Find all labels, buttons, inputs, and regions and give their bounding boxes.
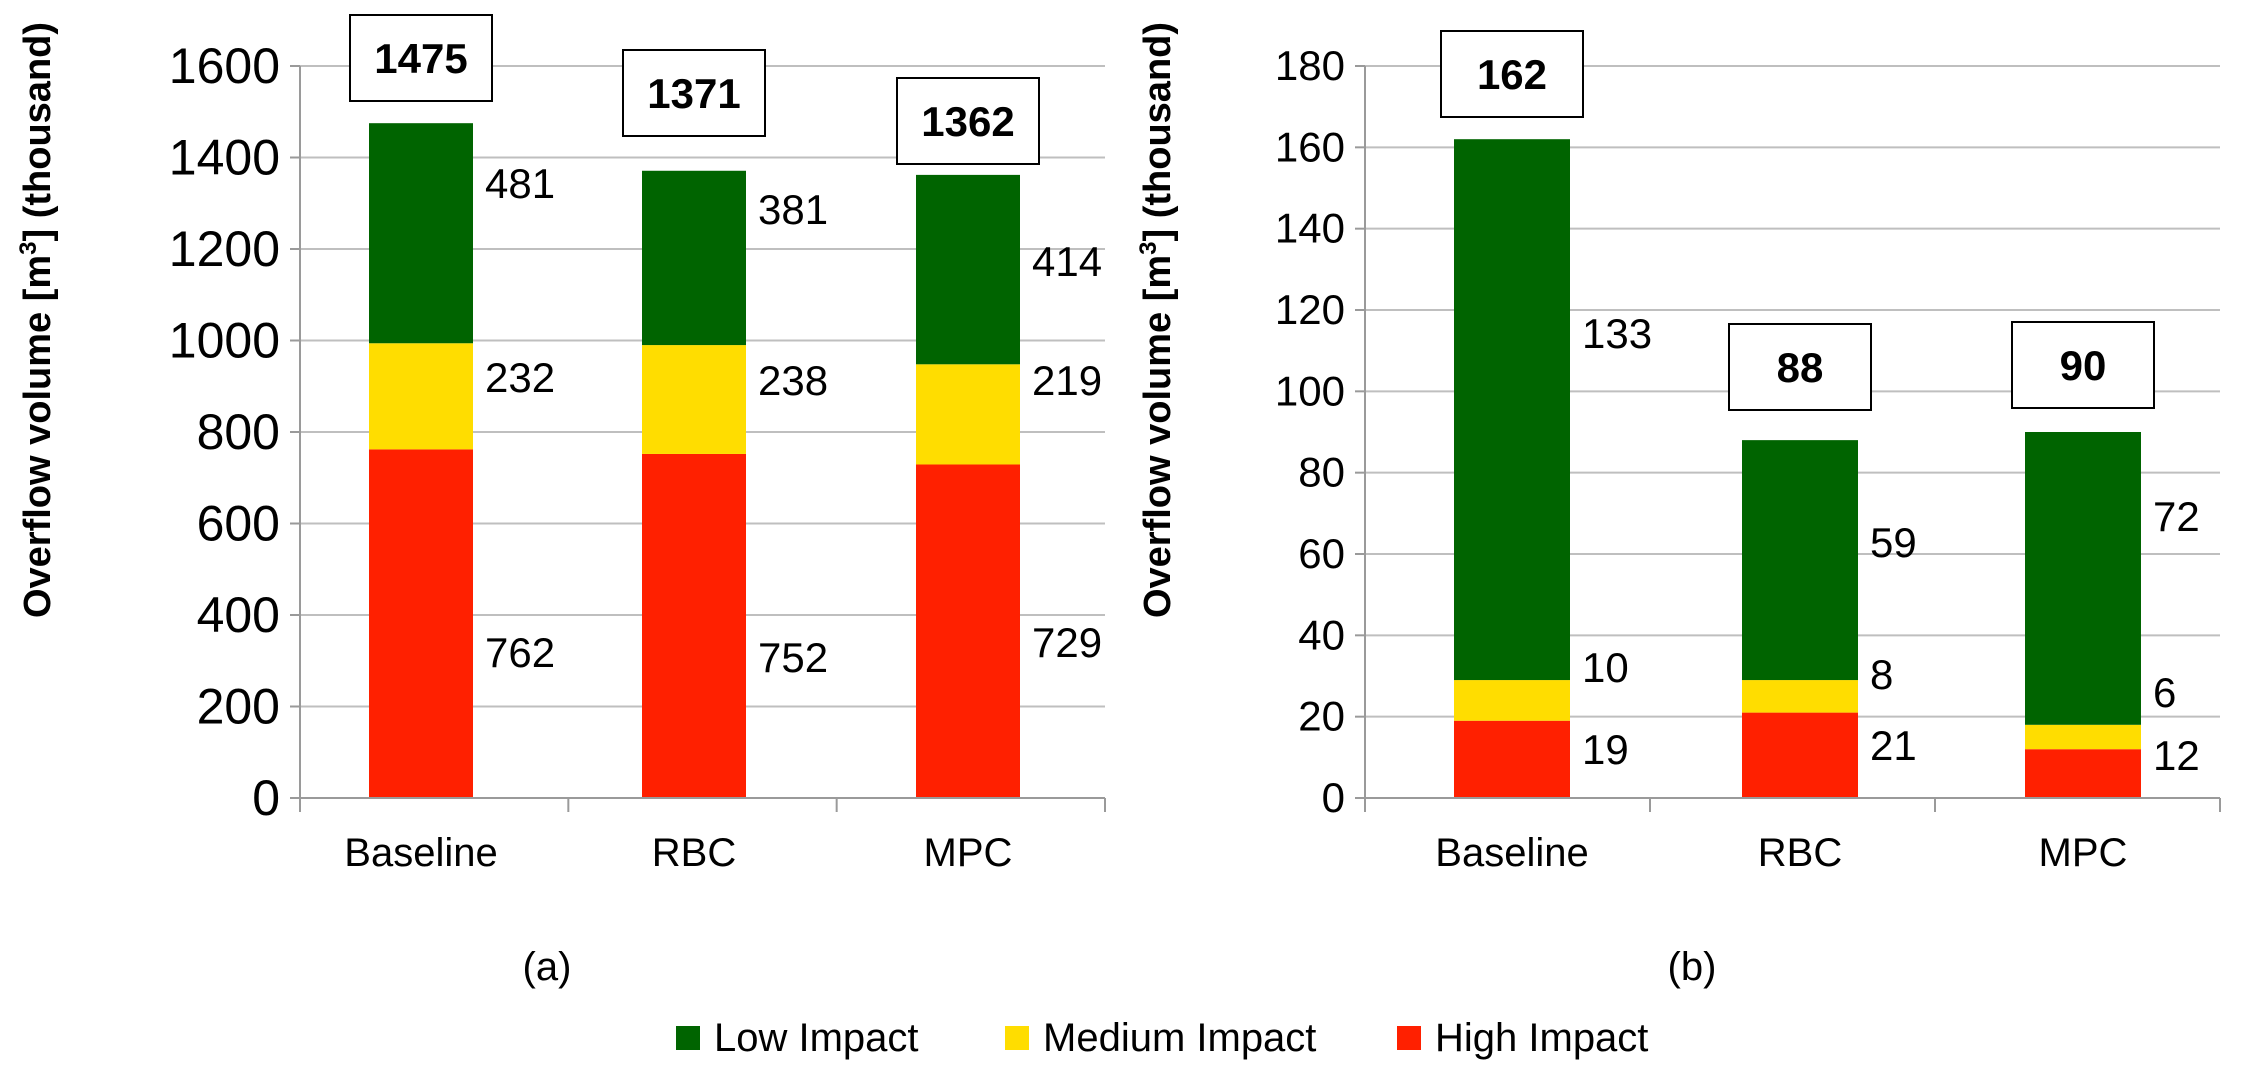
chart-a-bar-high-mpc [916, 464, 1020, 798]
chart-a-y-tick-label: 1600 [169, 38, 280, 94]
chart-a-bar-medium-rbc [642, 345, 746, 454]
legend-swatch-low [676, 1026, 700, 1050]
chart-b-value-label-low-baseline: 133 [1582, 310, 1652, 357]
chart-a-total-label-mpc: 1362 [921, 98, 1014, 145]
chart-a-value-label-high-baseline: 762 [485, 629, 555, 676]
chart-b-labels: 19 10 133 Baseline 162 21 8 59 RBC 88 12 6 72 MPC 90 [1435, 30, 2200, 875]
chart-b-bar-low-mpc [2025, 432, 2141, 725]
chart-b-bar-low-baseline [1454, 139, 1570, 681]
chart-b-bar-high-baseline [1454, 720, 1570, 798]
chart-a-value-label-medium-rbc: 238 [758, 357, 828, 404]
chart-a-value-label-medium-mpc: 219 [1032, 357, 1102, 404]
chart-b-caption: (b) [1668, 945, 1717, 989]
chart-b-value-label-medium-baseline: 10 [1582, 644, 1629, 691]
chart-b-y-axis-label: Overflow volume [m3] (thousand) [1135, 22, 1179, 618]
chart-b-bar-medium-mpc [2025, 724, 2141, 750]
chart-a-value-label-high-mpc: 729 [1032, 619, 1102, 666]
chart-a-bar-medium-baseline [369, 343, 473, 450]
chart-a-y-axis-label: Overflow volume [m3] (thousand) [15, 22, 59, 618]
chart-a-bar-high-baseline [369, 449, 473, 798]
chart-b-total-box-rbc [1728, 323, 1872, 411]
chart-b-y-tick-label: 20 [1298, 693, 1345, 740]
chart-a-caption: (a) [523, 945, 572, 989]
legend: Low Impact Medium Impact High Impact [676, 1016, 1648, 1060]
chart-b-value-label-high-baseline: 19 [1582, 726, 1629, 773]
chart-b-y-tick-label: 40 [1298, 611, 1345, 658]
chart-a-y-tick-label: 0 [252, 770, 280, 826]
chart-a-y-tick-label: 400 [197, 587, 280, 643]
chart-a-bar-low-rbc [642, 170, 746, 346]
chart-b-value-label-medium-mpc: 6 [2153, 669, 2176, 716]
chart-a-y-axis-label-tail: ] (thousand) [17, 22, 59, 242]
chart-a-bar-low-mpc [916, 174, 1020, 365]
chart-a-y-axis-label-sup: 3 [15, 241, 42, 254]
chart-a-y-tick-label: 1400 [169, 130, 280, 186]
chart-b-total-label-baseline: 162 [1477, 51, 1547, 98]
legend-label-low: Low Impact [714, 1016, 919, 1060]
chart-b-category-label: RBC [1758, 831, 1842, 875]
chart-a-total-label-rbc: 1371 [647, 70, 740, 117]
chart-a-overflow-total: 0 200 400 600 800 1000 1200 1400 1600 762 232 481 B… [15, 14, 1106, 989]
chart-b-y-axis-label-main: Overflow volume [m [1137, 255, 1179, 618]
chart-b-value-label-medium-rbc: 8 [1870, 651, 1893, 698]
chart-b-y-tick-label: 120 [1275, 286, 1345, 333]
chart-b-y-axis-label-sup: 3 [1135, 241, 1162, 254]
chart-a-bar-low-baseline [369, 123, 473, 344]
chart-b-bar-high-mpc [2025, 749, 2141, 798]
chart-b-y-tick-label: 140 [1275, 205, 1345, 252]
chart-b-value-label-high-rbc: 21 [1870, 722, 1917, 769]
chart-a-total-box-mpc [896, 77, 1040, 165]
chart-b-value-label-low-rbc: 59 [1870, 519, 1917, 566]
chart-b-total-box-baseline [1440, 30, 1584, 118]
chart-a-value-label-low-rbc: 381 [758, 186, 828, 233]
legend-swatch-high [1397, 1026, 1421, 1050]
chart-a-bar-medium-mpc [916, 364, 1020, 465]
chart-b-total-label-mpc: 90 [2060, 342, 2107, 389]
chart-a-y-tick-label: 1000 [169, 313, 280, 369]
chart-b-bar-low-rbc [1742, 440, 1858, 681]
chart-a-total-box-rbc [622, 49, 766, 137]
chart-a-total-label-baseline: 1475 [374, 35, 467, 82]
chart-a-y-tick-label: 1200 [169, 221, 280, 277]
chart-b-total-box-mpc [2011, 321, 2155, 409]
chart-b-category-label: MPC [2039, 831, 2128, 875]
chart-a-value-label-low-mpc: 414 [1032, 238, 1102, 285]
chart-b-y-tick-label: 180 [1275, 42, 1345, 89]
chart-a-labels: 762 232 481 Baseline 1475 752 238 381 RBC 1371 729… [344, 14, 1102, 875]
chart-a-y-tick-label: 600 [197, 496, 280, 552]
legend-label-high: High Impact [1435, 1016, 1648, 1060]
chart-b-bar-medium-rbc [1742, 680, 1858, 713]
chart-b-value-label-low-mpc: 72 [2153, 493, 2200, 540]
chart-b-y-tick-label: 160 [1275, 123, 1345, 170]
chart-a-bar-high-rbc [642, 453, 746, 798]
chart-b-y-axis-label-tail: ] (thousand) [1137, 22, 1179, 242]
chart-b-bars [1454, 139, 2141, 798]
chart-a-axes: 0 200 400 600 800 1000 1200 1400 1600 [169, 38, 1106, 826]
chart-a-total-box-baseline [349, 14, 493, 102]
chart-a-bars [369, 123, 1020, 798]
chart-b-overflow-high-impact-areas: 0 20 40 60 80 100 120 140 160 180 19 10 133 Baseline… [1135, 22, 2221, 989]
chart-a-category-label: RBC [652, 831, 736, 875]
chart-b-y-tick-label: 100 [1275, 367, 1345, 414]
chart-b-value-label-high-mpc: 12 [2153, 732, 2200, 779]
chart-b-bar-medium-baseline [1454, 680, 1570, 721]
chart-b-bar-high-rbc [1742, 712, 1858, 798]
chart-a-value-label-high-rbc: 752 [758, 634, 828, 681]
chart-b-y-tick-label: 80 [1298, 449, 1345, 496]
chart-b-y-tick-label: 60 [1298, 530, 1345, 577]
chart-a-category-label: MPC [924, 831, 1013, 875]
chart-a-category-label: Baseline [344, 831, 497, 875]
chart-b-y-tick-label: 0 [1322, 774, 1345, 821]
chart-a-y-axis-label-main: Overflow volume [m [17, 255, 59, 618]
chart-b-category-label: Baseline [1435, 831, 1588, 875]
chart-a-y-tick-label: 200 [197, 679, 280, 735]
chart-b-total-label-rbc: 88 [1777, 344, 1824, 391]
legend-label-medium: Medium Impact [1043, 1016, 1316, 1060]
chart-a-value-label-medium-baseline: 232 [485, 354, 555, 401]
chart-b-axes: 0 20 40 60 80 100 120 140 160 180 [1275, 42, 2221, 821]
chart-a-y-tick-label: 800 [197, 404, 280, 460]
chart-a-value-label-low-baseline: 481 [485, 160, 555, 207]
legend-swatch-medium [1005, 1026, 1029, 1050]
